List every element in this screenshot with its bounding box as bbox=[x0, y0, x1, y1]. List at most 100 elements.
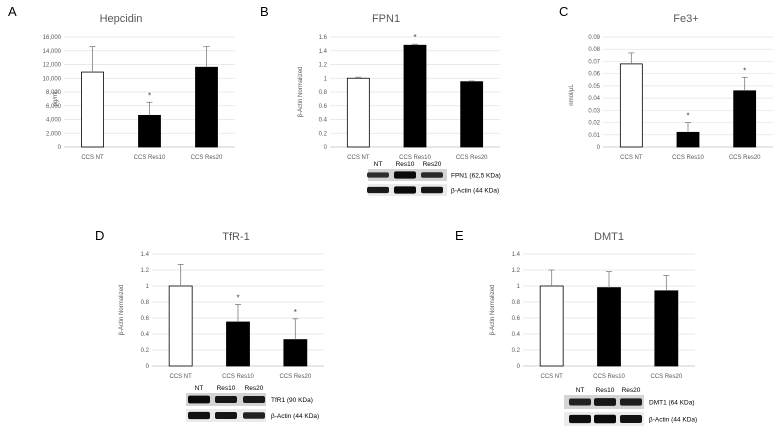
panel-e: E DMT1 0 0.2 0.4 0.6 0.8 1 1.2 1.4 β-Actin Normali… bbox=[455, 228, 697, 426]
y-tick-label: 0.08 bbox=[588, 47, 600, 53]
y-tick-label: 0.04 bbox=[588, 96, 600, 102]
bar bbox=[138, 114, 161, 148]
x-tick-label: CCS Res20 bbox=[456, 155, 488, 161]
y-tick-label: 0.02 bbox=[588, 121, 600, 127]
blot-band bbox=[394, 186, 416, 194]
x-tick-label: CCS Res20 bbox=[729, 155, 761, 161]
y-tick-label: 1.4 bbox=[319, 49, 328, 55]
blot-band bbox=[620, 415, 642, 423]
panel-b: B FPN1 0 0.2 0.4 0.6 0.8 1 1.2 1.4 1.6 β-Actin Norm… bbox=[260, 4, 501, 196]
blot-lane-label: NT bbox=[374, 161, 383, 168]
blot-band bbox=[594, 398, 616, 406]
blot-row-label: β-Actin (44 KDa) bbox=[649, 417, 697, 424]
x-tick-label: CCS NT bbox=[540, 374, 563, 380]
y-tick-label: 0.03 bbox=[588, 108, 600, 114]
western-blot: NT Res10 Res20 FPN1 (62,5 KDa) β-Actin (44 K… bbox=[367, 161, 501, 196]
blot-band bbox=[569, 414, 591, 424]
x-tick-label: CCS Res10 bbox=[399, 155, 431, 161]
chart-title: DMT1 bbox=[594, 231, 624, 243]
significance-marker: * bbox=[686, 112, 689, 121]
blot-row-label: FPN1 (62,5 KDa) bbox=[451, 173, 501, 180]
panel-letter: A bbox=[8, 4, 17, 19]
y-axis-label: β-Actin Normalized bbox=[490, 285, 496, 336]
y-tick-label: 0.05 bbox=[588, 84, 600, 90]
x-tick-label: CCS Res10 bbox=[134, 155, 166, 161]
blot-band bbox=[421, 172, 443, 178]
y-axis-label: β-Actin Normalized bbox=[298, 67, 304, 118]
bar bbox=[168, 285, 193, 367]
y-tick-label: 0 bbox=[324, 145, 328, 151]
blot-band bbox=[188, 411, 210, 420]
x-tick-label: CCS Res10 bbox=[593, 374, 625, 380]
chart-title: FPN1 bbox=[372, 13, 400, 25]
blot-band bbox=[394, 171, 416, 179]
chart-title: Fe3+ bbox=[673, 13, 698, 25]
blot-band bbox=[215, 411, 237, 420]
y-tick-label: 12,000 bbox=[43, 63, 62, 69]
significance-marker: * bbox=[148, 91, 151, 100]
blot-lane-label: Res10 bbox=[217, 385, 236, 392]
bar bbox=[654, 290, 679, 367]
x-tick-label: CCS Res20 bbox=[191, 155, 223, 161]
y-tick-label: 16,000 bbox=[43, 35, 62, 41]
x-tick-label: CCS Res10 bbox=[672, 155, 704, 161]
blot-band bbox=[421, 186, 443, 194]
y-tick-label: 0.4 bbox=[141, 332, 150, 338]
y-tick-label: 0 bbox=[517, 364, 521, 370]
significance-marker: * bbox=[294, 308, 297, 317]
chart-title: TfR-1 bbox=[222, 231, 250, 243]
y-tick-label: 0.09 bbox=[588, 35, 600, 41]
blot-band bbox=[367, 186, 389, 194]
blot-lane-label: NT bbox=[195, 385, 204, 392]
y-tick-label: 2,000 bbox=[46, 131, 62, 137]
blot-lane-label: Res10 bbox=[396, 161, 415, 168]
blot-band bbox=[569, 398, 591, 406]
blot-band bbox=[243, 396, 265, 403]
x-tick-label: CCS NT bbox=[620, 155, 643, 161]
x-tick-label: CCS Res10 bbox=[222, 374, 254, 380]
y-tick-label: 0.2 bbox=[141, 348, 150, 354]
y-tick-label: 8,000 bbox=[46, 90, 62, 96]
x-tick-label: CCS Res20 bbox=[279, 374, 311, 380]
bar bbox=[733, 90, 757, 148]
x-tick-label: CCS NT bbox=[81, 155, 104, 161]
significance-marker: * bbox=[413, 33, 416, 42]
y-tick-label: 0 bbox=[58, 145, 62, 151]
panel-letter: E bbox=[455, 228, 464, 243]
y-tick-label: 0.8 bbox=[512, 300, 521, 306]
y-tick-label: 0.4 bbox=[512, 332, 521, 338]
x-tick-label: CCS NT bbox=[347, 155, 370, 161]
y-tick-label: 1.4 bbox=[512, 252, 521, 258]
bar bbox=[195, 66, 218, 148]
y-tick-label: 10,000 bbox=[43, 76, 62, 82]
y-tick-label: 14,000 bbox=[43, 49, 62, 55]
y-tick-label: 0 bbox=[146, 364, 150, 370]
blot-band bbox=[594, 414, 616, 424]
y-tick-label: 0.8 bbox=[319, 90, 328, 96]
panel-c: C Fe3+ 0 0.01 0.02 0.03 0.04 0.05 0.06 0.07 0.08 0.… bbox=[559, 4, 773, 161]
blot-band bbox=[620, 398, 642, 406]
blot-lane-label: NT bbox=[576, 387, 585, 394]
y-tick-label: 0.07 bbox=[588, 59, 600, 65]
bar bbox=[81, 71, 104, 148]
blot-lane-label: Res20 bbox=[622, 387, 641, 394]
y-tick-label: 0.6 bbox=[319, 104, 328, 110]
y-tick-label: 1.2 bbox=[319, 63, 328, 69]
panel-a: A Hepcidin 0 2,000 4,000 6,000 8,000 10,000 12,0… bbox=[8, 4, 235, 161]
bar bbox=[676, 131, 700, 148]
bar bbox=[283, 339, 308, 367]
x-tick-label: CCS Res20 bbox=[650, 374, 682, 380]
blot-row-label: β-Actin (44 KDa) bbox=[271, 413, 319, 420]
y-tick-label: 0.06 bbox=[588, 72, 600, 78]
y-tick-label: 0.6 bbox=[141, 316, 150, 322]
bar bbox=[619, 63, 643, 148]
western-blot: NT Res10 Res20 TfR1 (90 KDa) β-Actin (44 KDa… bbox=[186, 385, 319, 422]
y-tick-label: 6,000 bbox=[46, 104, 62, 110]
blot-lane-label: Res20 bbox=[245, 385, 264, 392]
panel-letter: D bbox=[95, 228, 104, 243]
y-tick-label: 0.2 bbox=[512, 348, 521, 354]
y-tick-label: 1.2 bbox=[512, 268, 521, 274]
bar bbox=[346, 77, 370, 148]
y-tick-label: 0.6 bbox=[512, 316, 521, 322]
